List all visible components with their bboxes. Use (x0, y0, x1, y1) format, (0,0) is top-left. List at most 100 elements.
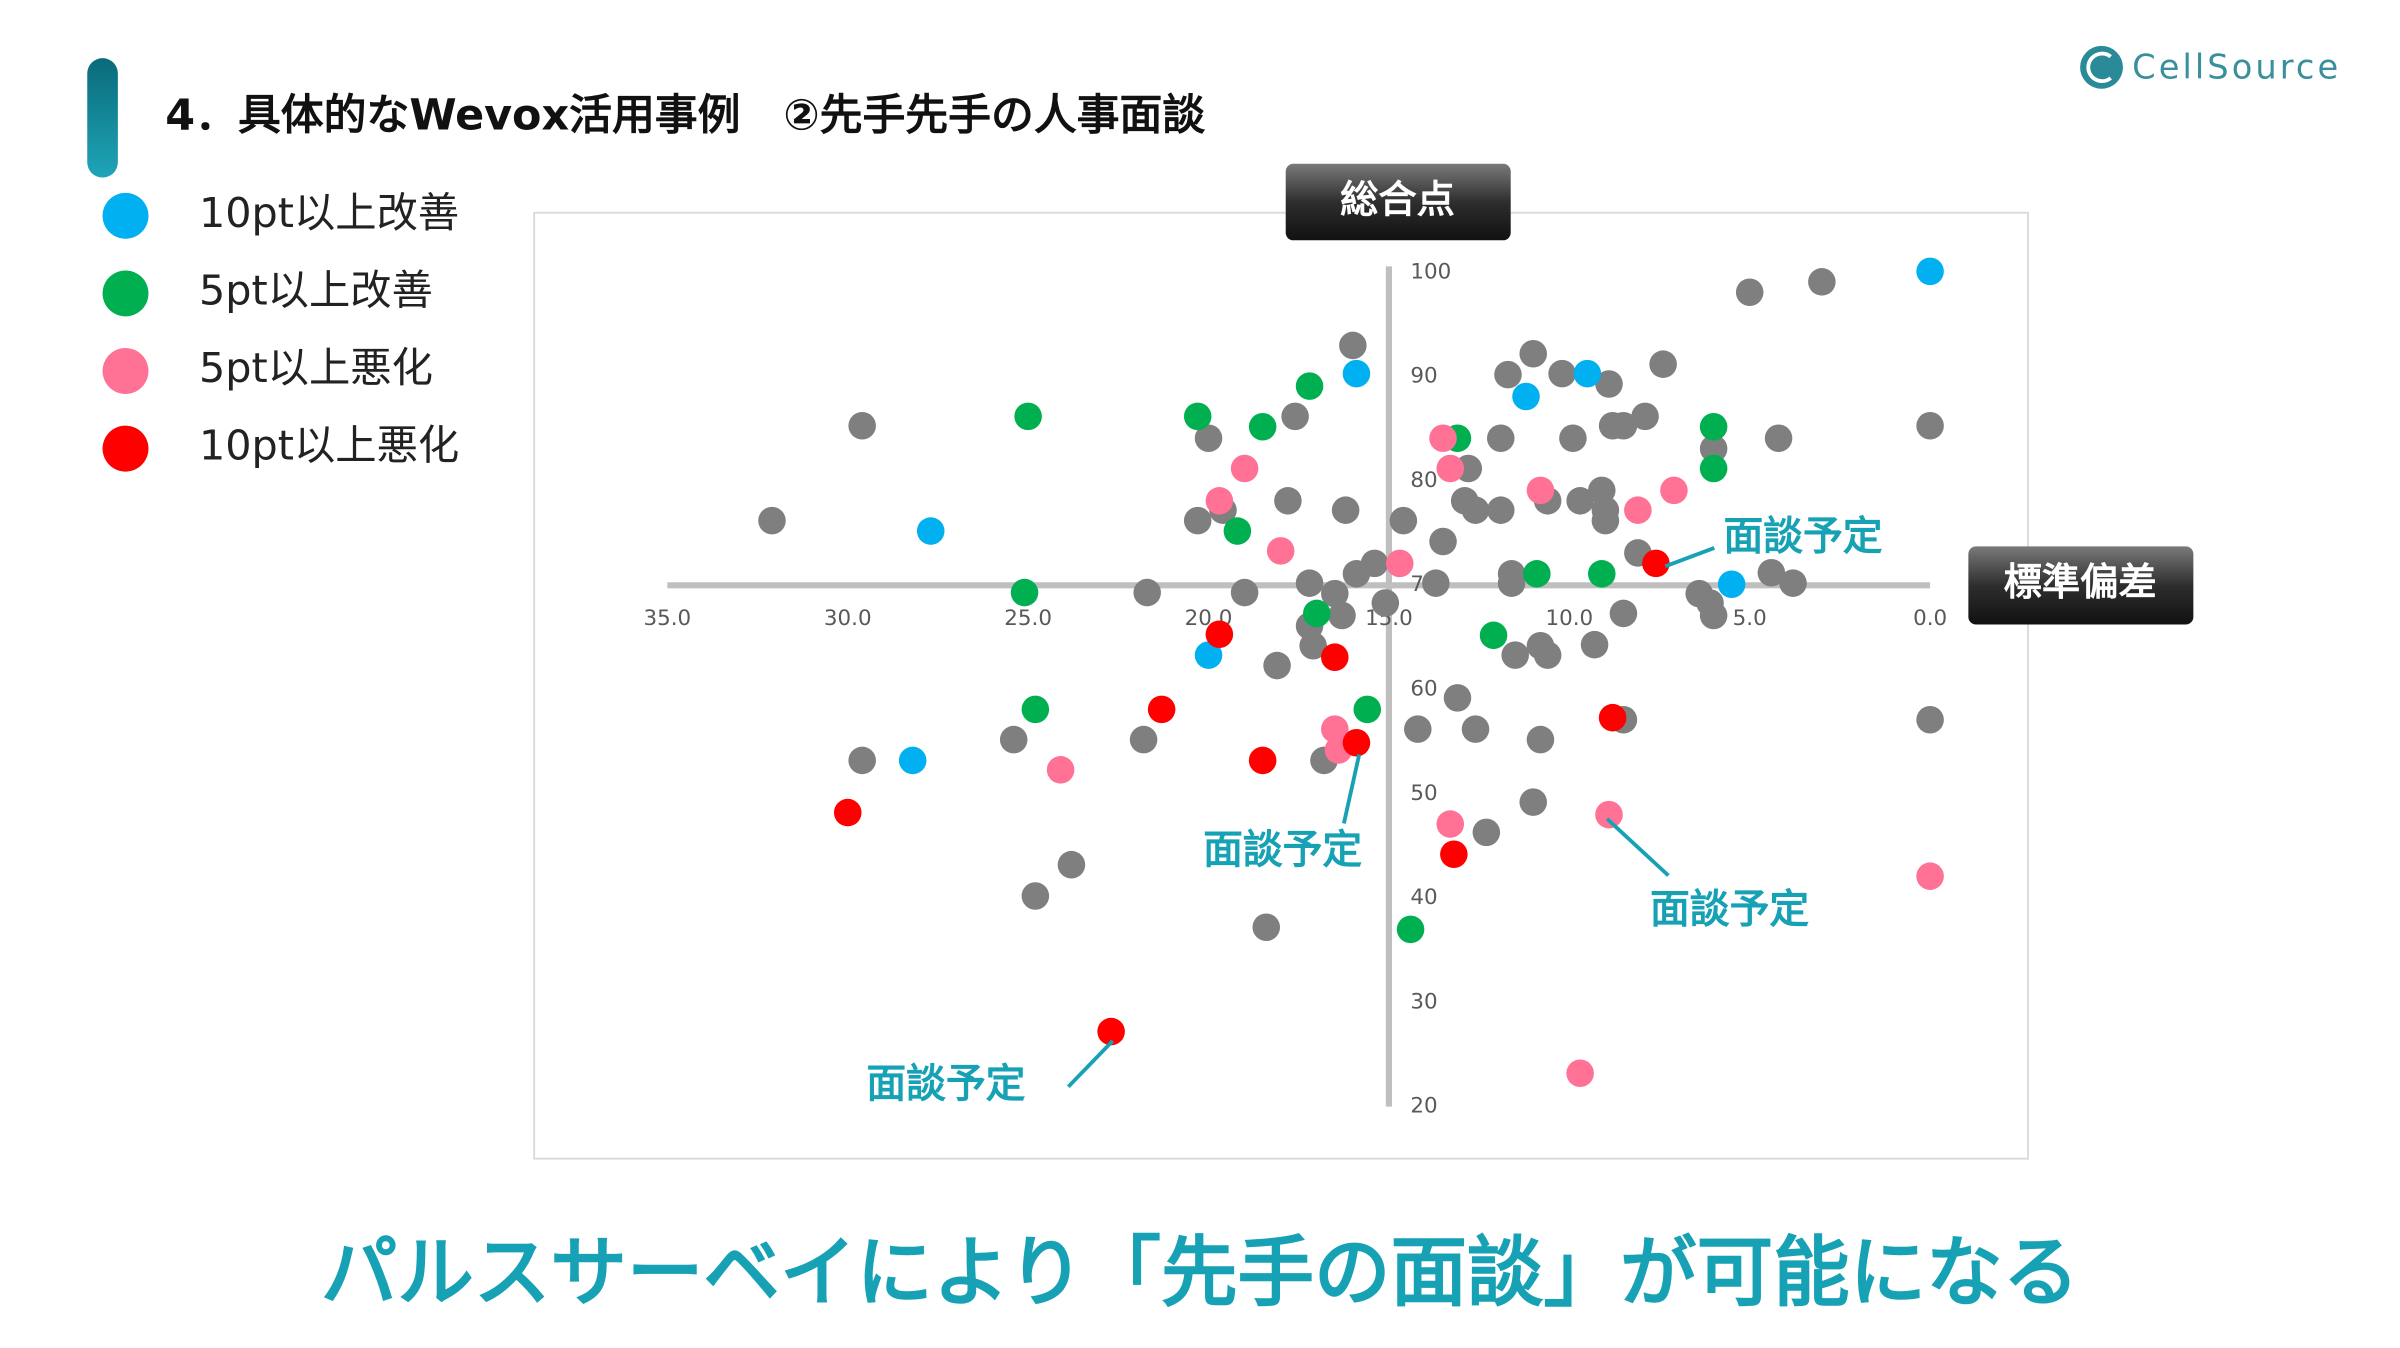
data-point (1588, 560, 1616, 588)
data-point (1429, 424, 1457, 453)
data-point (1443, 684, 1472, 712)
x-axis-title-box (1968, 546, 2194, 625)
data-point (1580, 630, 1609, 659)
data-point (1248, 412, 1277, 441)
data-point (1248, 746, 1277, 775)
legend-swatch (102, 270, 149, 317)
annotation: 面談予定 (1650, 887, 1809, 933)
data-point (1591, 506, 1620, 535)
data-point (1133, 578, 1161, 607)
data-point (1916, 257, 1944, 286)
footer-message: パルスサーベイにより「先手の面談」が可能になる (321, 1229, 2079, 1318)
y-tick-label: 60 (1410, 677, 1437, 702)
x-tick-label: 5.0 (1733, 606, 1767, 631)
logo: CellSource (2080, 45, 2341, 89)
data-point (1230, 578, 1259, 607)
y-axis-title: 総合点 (1340, 178, 1455, 223)
data-point (1295, 569, 1324, 597)
data-point (1321, 579, 1349, 608)
data-point (1486, 424, 1515, 453)
legend-swatch (102, 192, 149, 239)
data-point (1331, 496, 1360, 524)
legend-label: 5pt以上悪化 (199, 344, 433, 392)
data-point (1422, 569, 1450, 597)
annotation-line (1664, 546, 1715, 569)
data-point (1523, 560, 1551, 588)
data-point (1699, 454, 1728, 483)
data-point (1353, 695, 1382, 724)
data-point (1404, 715, 1432, 743)
y-tick-label: 50 (1410, 781, 1437, 806)
data-point (1735, 278, 1764, 307)
data-point (1385, 549, 1414, 578)
data-point (1281, 402, 1309, 431)
data-point (1371, 589, 1400, 617)
data-point (833, 798, 862, 827)
annotation-line (1342, 754, 1362, 824)
data-point (916, 517, 945, 545)
legend-label: 10pt以上悪化 (199, 422, 459, 470)
annotation-line (1605, 817, 1670, 877)
data-point (1526, 725, 1555, 754)
data-point (1609, 599, 1638, 628)
annotation: 面談予定 (866, 1061, 1025, 1107)
data-point (1501, 641, 1529, 669)
x-tick-label: 35.0 (644, 606, 692, 631)
data-point (1559, 424, 1587, 453)
data-point (1429, 527, 1457, 556)
y-tick-label: 100 (1410, 259, 1451, 284)
data-point (1321, 643, 1349, 671)
data-point (1916, 411, 1944, 440)
data-point (1057, 850, 1086, 879)
data-point (1010, 578, 1039, 607)
x-tick-label: 30.0 (824, 606, 872, 631)
data-point (1497, 569, 1526, 597)
data-point (1436, 810, 1465, 838)
legend: 10pt以上改善 5pt以上改善 5pt以上悪化 10pt以上悪化 (102, 189, 459, 472)
data-point (1223, 517, 1252, 545)
logo-icon-mark (2086, 51, 2112, 84)
data-point (1609, 411, 1638, 440)
data-point (1230, 454, 1259, 483)
x-axis-title: 標準偏差 (2004, 560, 2157, 605)
chart-frame (533, 211, 2029, 1160)
data-point (1512, 382, 1540, 411)
data-point (898, 746, 927, 775)
data-point (1624, 496, 1652, 524)
data-point (1046, 756, 1075, 784)
data-point (1194, 641, 1223, 669)
data-point (1339, 331, 1367, 360)
legend-swatch (102, 425, 149, 472)
data-point (1299, 631, 1327, 660)
x-tick-label: 10.0 (1545, 606, 1593, 631)
data-point (1295, 372, 1324, 400)
data-point (1461, 715, 1490, 743)
logo-text: CellSource (2132, 47, 2341, 86)
data-point (1566, 487, 1594, 515)
x-tick-label: 0.0 (1913, 606, 1947, 631)
data-point (1494, 360, 1522, 389)
data-point (1595, 800, 1623, 829)
title-accent (87, 58, 118, 178)
data-point (1129, 725, 1158, 754)
data-point (1396, 915, 1425, 944)
data-point (1548, 359, 1576, 388)
data-point (1519, 788, 1548, 816)
data-point (1205, 487, 1234, 515)
data-point (1533, 641, 1562, 669)
data-point (1097, 1017, 1125, 1046)
data-point (1436, 454, 1465, 483)
data-point (1573, 359, 1602, 388)
legend-label: 10pt以上改善 (199, 189, 459, 237)
data-point (1263, 651, 1291, 680)
data-point (1205, 620, 1234, 649)
data-point (1389, 506, 1418, 535)
data-point (1699, 601, 1728, 630)
data-point (1526, 476, 1555, 505)
data-point (848, 746, 876, 775)
data-point (1699, 434, 1728, 463)
data-point (1328, 601, 1356, 630)
y-axis-title-box (1285, 163, 1511, 241)
data-point (1779, 569, 1807, 597)
data-point (1757, 558, 1786, 587)
